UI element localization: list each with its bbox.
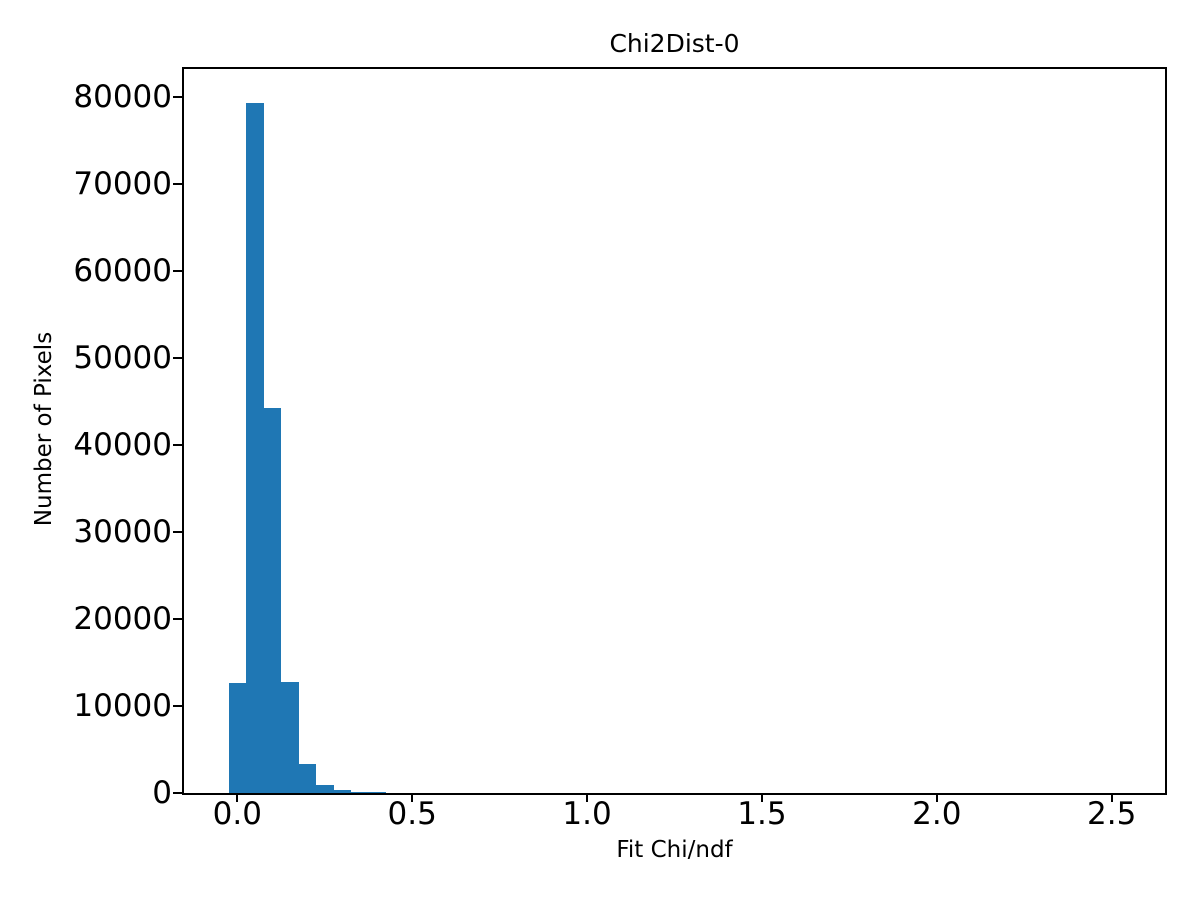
y-tick-label: 10000 bbox=[73, 688, 172, 725]
x-tick-mark bbox=[411, 795, 414, 802]
histogram-bar bbox=[246, 103, 264, 793]
x-tick-label: 1.5 bbox=[737, 796, 787, 832]
y-tick-label: 50000 bbox=[73, 340, 172, 377]
x-tick-mark bbox=[935, 795, 938, 802]
x-tick-mark bbox=[586, 795, 589, 802]
x-tick-label: 2.5 bbox=[1087, 796, 1137, 832]
histogram-bar bbox=[298, 764, 317, 793]
histogram-bar bbox=[281, 681, 299, 793]
y-tick-label: 40000 bbox=[73, 427, 172, 464]
y-tick-label: 80000 bbox=[73, 79, 172, 116]
y-tick-mark bbox=[173, 531, 182, 534]
chart-title: Chi2Dist-0 bbox=[609, 29, 740, 58]
histogram-bar bbox=[316, 784, 334, 793]
y-tick-label: 60000 bbox=[73, 253, 172, 290]
y-tick-label: 70000 bbox=[73, 166, 172, 203]
y-tick-mark bbox=[173, 705, 182, 708]
x-tick-label: 0.0 bbox=[212, 796, 262, 832]
x-tick-label: 1.0 bbox=[562, 796, 612, 832]
plot-area: 0.0 0.5 1.0 1.5 2.0 2.5 0 10000 20000 30000 40000 5… bbox=[73, 67, 1167, 830]
y-tick-label: 30000 bbox=[73, 514, 172, 551]
x-tick-mark bbox=[760, 795, 763, 802]
y-tick-label: 0 bbox=[152, 775, 172, 811]
y-tick-mark bbox=[173, 183, 182, 186]
x-axis-label: Fit Chi/ndf bbox=[616, 837, 733, 863]
y-tick-label: 20000 bbox=[73, 601, 172, 638]
histogram-bar bbox=[350, 791, 369, 793]
y-tick-mark bbox=[173, 618, 182, 621]
y-tick-mark bbox=[173, 270, 182, 273]
x-tick-mark bbox=[236, 795, 239, 802]
x-tick-label: 0.5 bbox=[387, 796, 437, 832]
histogram-bar bbox=[333, 789, 351, 793]
histogram-bar bbox=[368, 792, 386, 793]
y-tick-mark bbox=[173, 96, 182, 99]
y-tick-mark bbox=[173, 444, 182, 447]
histogram-bar bbox=[263, 407, 282, 793]
y-tick-mark bbox=[173, 357, 182, 360]
x-tick-mark bbox=[1110, 795, 1113, 802]
y-tick-mark bbox=[173, 792, 182, 794]
x-tick-label: 2.0 bbox=[912, 796, 962, 832]
histogram-bar bbox=[228, 682, 247, 793]
